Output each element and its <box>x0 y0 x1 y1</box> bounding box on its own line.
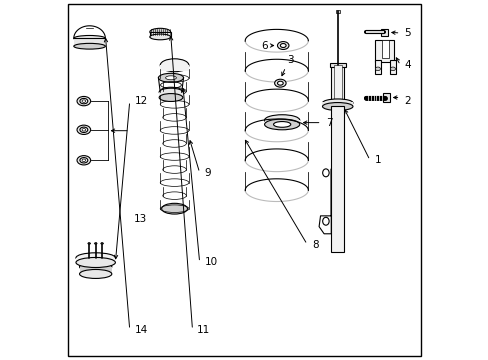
Bar <box>381 40 388 58</box>
Bar <box>264 120 299 125</box>
Text: 6: 6 <box>261 41 267 50</box>
Ellipse shape <box>158 73 183 82</box>
Ellipse shape <box>149 34 170 40</box>
Bar <box>333 65 341 101</box>
Text: 10: 10 <box>204 257 217 267</box>
Ellipse shape <box>280 44 285 48</box>
Ellipse shape <box>82 100 85 102</box>
Text: 9: 9 <box>204 168 210 178</box>
Ellipse shape <box>322 103 352 111</box>
Ellipse shape <box>77 125 90 134</box>
Text: 12: 12 <box>134 96 147 106</box>
Ellipse shape <box>165 76 176 80</box>
Ellipse shape <box>159 94 183 102</box>
Ellipse shape <box>322 217 328 225</box>
Ellipse shape <box>80 270 112 278</box>
Bar <box>374 40 394 62</box>
Text: 1: 1 <box>374 155 381 165</box>
Ellipse shape <box>94 243 97 244</box>
Ellipse shape <box>74 43 105 49</box>
Ellipse shape <box>88 243 90 244</box>
Ellipse shape <box>159 88 183 96</box>
Bar <box>80 267 112 274</box>
Bar <box>76 258 115 262</box>
Ellipse shape <box>274 79 285 87</box>
Text: 3: 3 <box>286 54 293 64</box>
Bar <box>330 107 344 252</box>
Ellipse shape <box>77 156 90 165</box>
Bar <box>381 29 387 36</box>
Bar <box>159 92 183 98</box>
Text: 4: 4 <box>403 60 410 70</box>
Bar <box>322 102 352 107</box>
Text: 14: 14 <box>134 325 147 335</box>
Bar <box>329 63 345 67</box>
Text: 7: 7 <box>325 118 332 128</box>
Text: 5: 5 <box>403 28 410 38</box>
Ellipse shape <box>322 99 352 107</box>
Bar <box>374 60 380 74</box>
Ellipse shape <box>264 115 299 126</box>
Ellipse shape <box>74 36 105 41</box>
Bar <box>149 32 170 37</box>
Text: 11: 11 <box>197 325 210 335</box>
Ellipse shape <box>277 81 283 85</box>
Ellipse shape <box>389 67 395 71</box>
Ellipse shape <box>76 253 115 263</box>
Bar <box>335 10 339 13</box>
Text: 8: 8 <box>311 239 318 249</box>
Ellipse shape <box>162 203 187 214</box>
Ellipse shape <box>80 262 112 271</box>
Ellipse shape <box>160 59 188 72</box>
Ellipse shape <box>375 67 380 71</box>
Ellipse shape <box>77 96 90 106</box>
Ellipse shape <box>322 169 328 177</box>
Bar <box>330 65 344 101</box>
Ellipse shape <box>76 257 115 267</box>
Bar <box>382 93 389 102</box>
Ellipse shape <box>80 158 88 163</box>
Ellipse shape <box>80 98 88 104</box>
Ellipse shape <box>82 129 85 131</box>
Ellipse shape <box>264 119 299 130</box>
Ellipse shape <box>82 159 85 162</box>
Bar <box>160 64 188 71</box>
Bar <box>74 39 105 46</box>
Ellipse shape <box>149 28 170 36</box>
Text: 2: 2 <box>403 96 410 106</box>
Bar <box>389 60 395 74</box>
Ellipse shape <box>277 41 288 49</box>
Ellipse shape <box>101 243 103 244</box>
Ellipse shape <box>273 122 290 127</box>
Text: 13: 13 <box>133 215 146 224</box>
Ellipse shape <box>80 127 88 132</box>
